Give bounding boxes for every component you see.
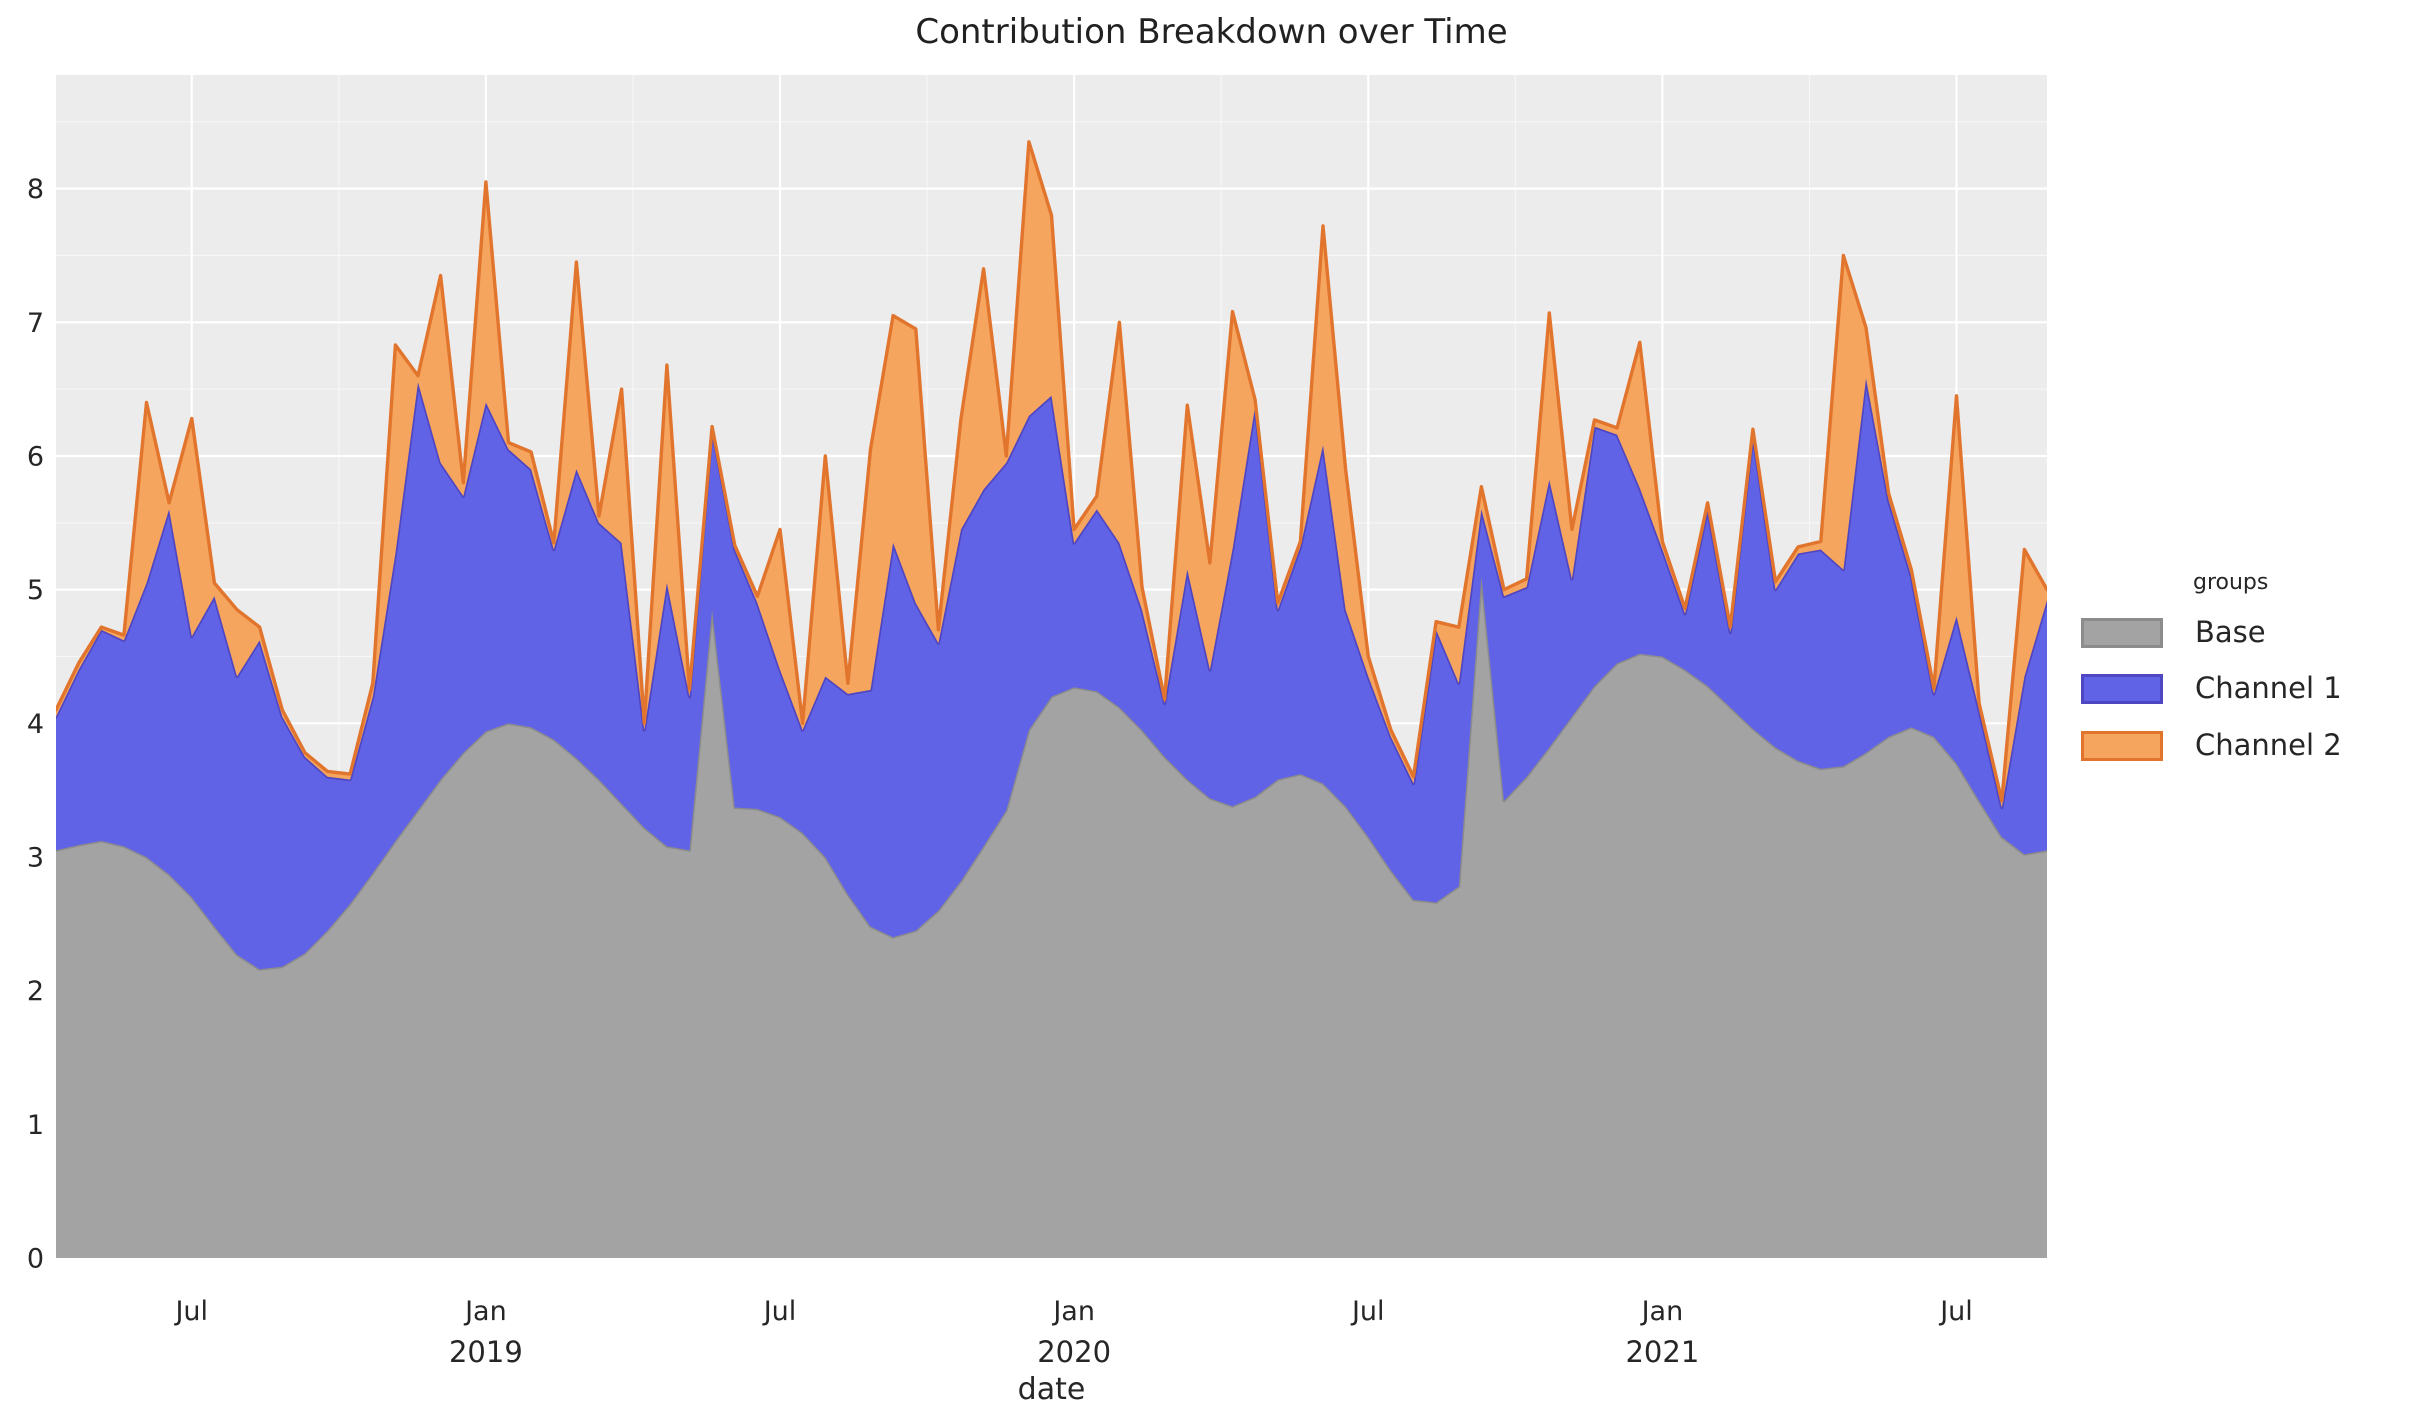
y-tick-label: 6 [27, 441, 44, 472]
y-tick-label: 1 [27, 1110, 44, 1141]
channel2-area [56, 141, 2047, 808]
base-area [56, 576, 2047, 1258]
y-tick-label: 3 [27, 842, 44, 873]
channel2-swatch [2081, 731, 2163, 761]
base-swatch [2081, 618, 2163, 648]
x-tick-label: Jan [1051, 1296, 1095, 1327]
page-title: Contribution Breakdown over Time [915, 12, 1508, 52]
y-tick-label: 2 [27, 976, 44, 1007]
stacked-areas [56, 140, 2047, 1258]
legend-item-label: Channel 2 [2195, 728, 2342, 762]
x-tick-label: Jul [1350, 1296, 1385, 1327]
y-tick-label: 7 [27, 308, 44, 339]
channel1-area [56, 378, 2047, 970]
x-tick-year-label: 2019 [449, 1335, 523, 1369]
legend-item-label: Channel 1 [2195, 671, 2342, 705]
y-tick-label: 8 [27, 174, 44, 205]
y-tick-label: 4 [27, 709, 44, 740]
x-axis-title: date [1017, 1372, 1086, 1407]
channel2-edge [56, 140, 2047, 803]
x-tick-label: Jan [1640, 1296, 1684, 1327]
y-tick-label: 0 [27, 1244, 44, 1275]
x-tick-label: Jul [1938, 1296, 1973, 1327]
x-tick-year-label: 2020 [1037, 1335, 1111, 1369]
x-tick-label: Jan [463, 1296, 507, 1327]
x-tick-label: Jul [173, 1296, 208, 1327]
x-tick-label: Jul [762, 1296, 797, 1327]
x-tick-year-label: 2021 [1625, 1335, 1699, 1369]
legend-title: groups [2193, 570, 2269, 595]
y-tick-label: 5 [27, 575, 44, 606]
legend: groups Base Channel 1 Channel 2 [2081, 570, 2423, 800]
channel1-swatch [2081, 674, 2163, 704]
legend-item-label: Base [2195, 615, 2266, 649]
